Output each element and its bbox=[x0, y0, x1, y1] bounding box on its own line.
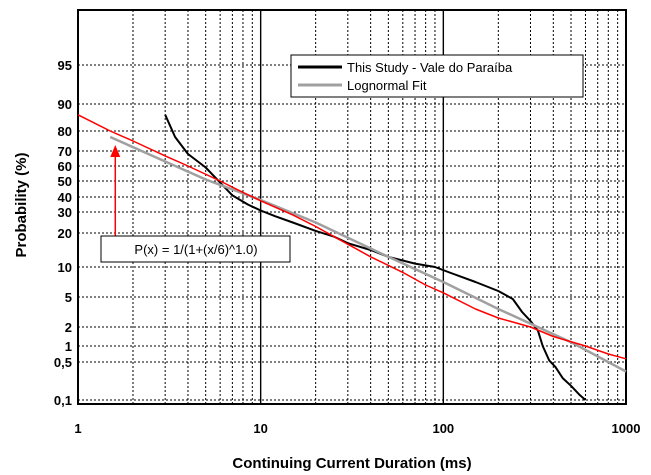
plot-area-frame bbox=[77, 9, 627, 405]
y-tick-label: 10 bbox=[58, 260, 72, 275]
y-tick-label: 30 bbox=[58, 205, 72, 220]
x-tick-label: 1 bbox=[74, 421, 81, 436]
y-tick-label: 20 bbox=[58, 226, 72, 241]
y-tick-label: 0,5 bbox=[54, 355, 72, 370]
annotation-formula: P(x) = 1/(1+(x/6)^1.0) bbox=[134, 242, 257, 257]
y-axis-label: Probability (%) bbox=[13, 152, 30, 257]
legend-label-this-study: This Study - Vale do Paraíba bbox=[347, 60, 513, 75]
y-tick-label: 60 bbox=[58, 159, 72, 174]
y-tick-label: 5 bbox=[65, 290, 72, 305]
y-tick-label: 95 bbox=[58, 58, 72, 73]
x-tick-label: 10 bbox=[253, 421, 267, 436]
series-lines bbox=[77, 114, 627, 401]
y-tick-label: 40 bbox=[58, 190, 72, 205]
y-tick-label: 70 bbox=[58, 144, 72, 159]
y-tick-label: 80 bbox=[58, 124, 72, 139]
legend-label-lognormal-fit: Lognormal Fit bbox=[347, 78, 427, 93]
x-tick-label: 100 bbox=[432, 421, 454, 436]
series-line-lognormal-fit bbox=[109, 135, 627, 373]
x-axis-label: Continuing Current Duration (ms) bbox=[232, 455, 471, 472]
legend: This Study - Vale do Paraíba Lognormal F… bbox=[290, 54, 584, 98]
legend-box bbox=[290, 54, 584, 98]
formula-annotation: P(x) = 1/(1+(x/6)^1.0) bbox=[100, 145, 291, 263]
series-line-fit-formula bbox=[77, 114, 627, 360]
y-tick-label: 0,1 bbox=[54, 393, 72, 408]
annotation-box bbox=[100, 235, 291, 263]
x-tick-label: 1000 bbox=[612, 421, 641, 436]
series-line-this-study bbox=[164, 114, 587, 401]
annotation-arrowhead bbox=[110, 145, 121, 157]
y-tick-label: 90 bbox=[58, 97, 72, 112]
x-tick-labels: 1 10 100 1000 bbox=[74, 421, 640, 436]
y-tick-label: 50 bbox=[58, 174, 72, 189]
y-tick-label: 1 bbox=[65, 339, 72, 354]
y-tick-label: 2 bbox=[65, 320, 72, 335]
